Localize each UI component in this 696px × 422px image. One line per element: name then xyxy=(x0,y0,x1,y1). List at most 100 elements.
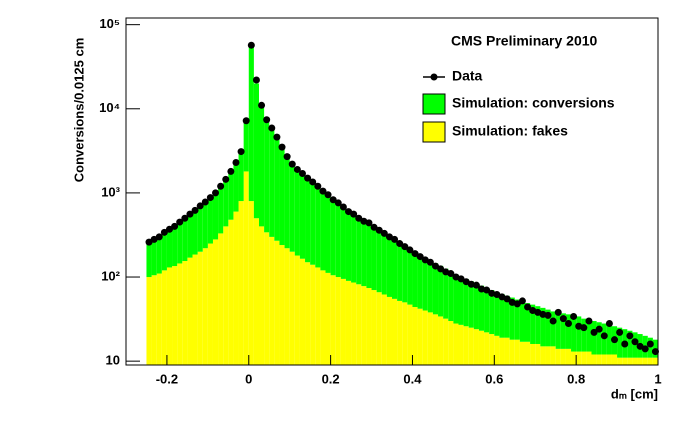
bar xyxy=(489,334,495,365)
data-point xyxy=(176,218,184,226)
data-point xyxy=(391,235,399,243)
data-point xyxy=(626,332,634,340)
data-point xyxy=(232,158,240,166)
data-point xyxy=(334,199,342,207)
bar xyxy=(299,258,306,365)
bar xyxy=(340,278,346,365)
bar xyxy=(264,119,270,233)
x-tick-label: 1 xyxy=(654,371,661,386)
data-point xyxy=(329,196,337,204)
bar xyxy=(443,318,449,365)
bar xyxy=(514,339,520,365)
data-point xyxy=(431,262,439,270)
data-point xyxy=(559,315,567,323)
bar xyxy=(361,220,367,287)
bar xyxy=(432,314,439,365)
bar xyxy=(443,268,449,319)
bar xyxy=(427,260,433,313)
bar xyxy=(448,321,454,365)
y-axis-label: Conversions/0.0125 cm xyxy=(71,38,86,183)
bar xyxy=(223,226,229,365)
bar xyxy=(218,233,224,365)
bar xyxy=(223,180,229,227)
data-point xyxy=(416,253,424,261)
bar xyxy=(540,307,546,347)
data-point xyxy=(273,133,281,141)
data-point xyxy=(324,191,332,199)
bar xyxy=(294,255,300,365)
data-point xyxy=(196,202,204,210)
bar xyxy=(647,357,653,365)
data-point xyxy=(380,229,388,237)
bar xyxy=(499,337,505,365)
bar xyxy=(478,330,485,365)
bar xyxy=(417,254,423,309)
data-point xyxy=(242,117,250,125)
bar xyxy=(407,304,413,365)
bar xyxy=(484,332,490,365)
bar xyxy=(422,310,428,365)
bar xyxy=(320,270,326,365)
bar xyxy=(294,170,300,256)
data-point xyxy=(631,338,639,346)
bar xyxy=(192,254,198,365)
bar xyxy=(453,323,459,365)
bar xyxy=(581,318,587,352)
bar xyxy=(371,226,377,291)
bar xyxy=(555,348,561,365)
data-point xyxy=(595,325,603,333)
bar xyxy=(422,257,428,311)
data-point xyxy=(165,225,173,233)
bar xyxy=(284,157,290,249)
bar xyxy=(427,312,433,365)
bar xyxy=(402,302,408,365)
x-tick-label: 0.8 xyxy=(567,371,585,386)
bar xyxy=(509,297,515,340)
data-point xyxy=(503,295,511,303)
bar xyxy=(560,348,566,365)
y-tick-label: 10 xyxy=(106,353,120,368)
legend-label: Simulation: fakes xyxy=(452,123,568,139)
y-tick-label: 10² xyxy=(101,268,120,283)
plot-area xyxy=(145,41,659,365)
bar xyxy=(397,300,403,365)
bar xyxy=(627,330,633,358)
data-point xyxy=(457,275,465,283)
data-point xyxy=(600,332,608,340)
bar xyxy=(259,226,265,365)
bar xyxy=(376,292,382,365)
bar xyxy=(320,191,326,271)
data-point xyxy=(605,320,613,328)
bar xyxy=(187,257,193,365)
bar xyxy=(392,298,398,365)
bar xyxy=(351,282,357,365)
bar xyxy=(330,200,336,276)
bar xyxy=(274,137,280,241)
bar xyxy=(581,351,587,365)
data-point xyxy=(206,194,214,202)
legend-label: Simulation: conversions xyxy=(452,95,615,111)
data-point xyxy=(171,222,179,230)
x-tick-label: 0.6 xyxy=(485,371,503,386)
bar xyxy=(596,322,602,355)
bar xyxy=(381,232,387,295)
bar xyxy=(305,178,311,263)
bar xyxy=(550,346,556,365)
y-tick-label: 10³ xyxy=(101,184,120,199)
bar xyxy=(484,288,490,333)
bar xyxy=(228,219,234,365)
bar xyxy=(540,346,546,365)
data-point xyxy=(355,214,363,222)
data-point xyxy=(411,250,419,258)
bar xyxy=(340,207,346,279)
x-tick-label: 0.2 xyxy=(322,371,340,386)
data-point xyxy=(309,178,317,186)
bar xyxy=(279,147,285,246)
bar xyxy=(576,351,582,365)
bar xyxy=(177,222,183,264)
bar xyxy=(212,193,219,240)
bar xyxy=(571,315,577,352)
data-point xyxy=(365,219,373,227)
bar xyxy=(330,275,336,365)
data-point xyxy=(201,198,209,206)
